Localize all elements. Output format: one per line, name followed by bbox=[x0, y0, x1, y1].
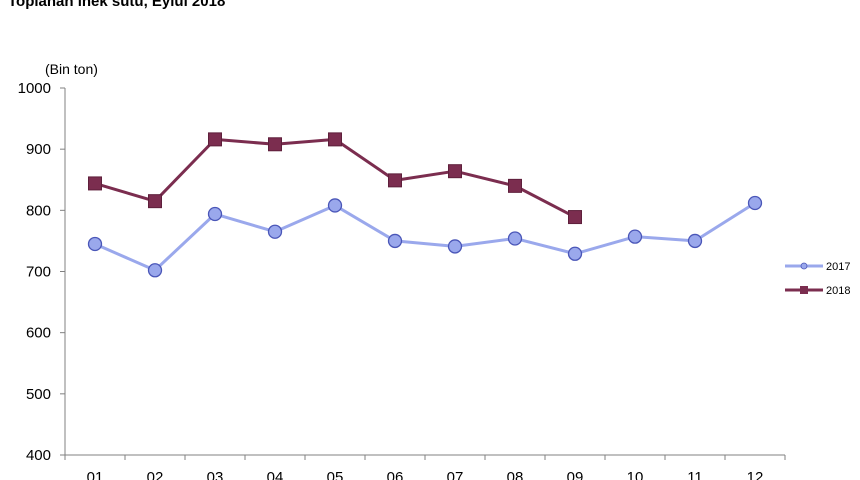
data-point-2017 bbox=[747, 195, 763, 211]
data-point-2017 bbox=[207, 206, 223, 222]
x-tick-label: 01 bbox=[87, 469, 104, 480]
data-point-2018 bbox=[328, 132, 342, 147]
data-point-2018 bbox=[448, 164, 462, 179]
data-point-2017 bbox=[147, 263, 163, 278]
legend-label-2018: 2018 bbox=[826, 285, 850, 297]
axes: 400 500 600 700 800 900 1000 (Bin ton) 01 02 03 04 0… bbox=[18, 61, 786, 480]
chart-title: Toplanan inek sütü, Eylül 2018 bbox=[8, 0, 226, 10]
data-point-2018 bbox=[88, 176, 102, 191]
data-point-2017 bbox=[87, 236, 103, 252]
data-point-2017 bbox=[567, 246, 583, 261]
series-line-2017 bbox=[94, 201, 756, 272]
data-point-2017 bbox=[627, 229, 643, 244]
y-tick-label: 700 bbox=[26, 264, 51, 281]
legend-label-2017: 2017 bbox=[826, 261, 850, 273]
data-point-2017 bbox=[687, 233, 703, 249]
legend-item-2017: 2017 bbox=[785, 261, 850, 273]
data-point-2017 bbox=[387, 233, 403, 249]
y-tick-label: 1000 bbox=[18, 80, 51, 97]
legend-marker-2018 bbox=[800, 286, 808, 294]
legend: 2017 2018 bbox=[785, 261, 850, 297]
y-tick-label: 600 bbox=[26, 325, 51, 342]
x-tick-label: 06 bbox=[387, 469, 404, 480]
data-point-2017 bbox=[267, 224, 283, 239]
data-point-2018 bbox=[568, 210, 582, 225]
x-tick-label: 05 bbox=[327, 469, 344, 480]
series-layer bbox=[87, 132, 763, 278]
data-point-2018 bbox=[508, 178, 522, 193]
x-tick-label: 10 bbox=[627, 469, 644, 480]
data-point-2017 bbox=[507, 231, 523, 246]
y-tick-label: 400 bbox=[26, 447, 51, 464]
legend-item-2018: 2018 bbox=[785, 285, 850, 297]
y-axis-unit-label: (Bin ton) bbox=[45, 61, 98, 77]
legend-marker-2017 bbox=[800, 262, 808, 270]
series-2017 bbox=[87, 195, 763, 278]
y-tick-label: 500 bbox=[26, 386, 51, 403]
data-point-2018 bbox=[208, 132, 222, 147]
data-point-2018 bbox=[388, 173, 402, 188]
x-tick-label: 04 bbox=[267, 469, 284, 480]
y-tick-label: 900 bbox=[26, 141, 51, 158]
data-point-2018 bbox=[268, 137, 282, 152]
x-tick-label: 09 bbox=[567, 469, 584, 480]
data-point-2017 bbox=[327, 198, 343, 213]
series-2018 bbox=[88, 132, 582, 225]
x-tick-label: 02 bbox=[147, 469, 164, 480]
x-tick-label: 12 bbox=[747, 469, 764, 480]
x-tick-label: 11 bbox=[687, 469, 703, 480]
x-tick-label: 03 bbox=[207, 469, 224, 480]
x-tick-label: 07 bbox=[447, 469, 464, 480]
data-point-2017 bbox=[447, 239, 463, 254]
data-point-2018 bbox=[148, 194, 162, 209]
y-tick-label: 800 bbox=[26, 202, 51, 219]
x-tick-label: 08 bbox=[507, 469, 524, 480]
